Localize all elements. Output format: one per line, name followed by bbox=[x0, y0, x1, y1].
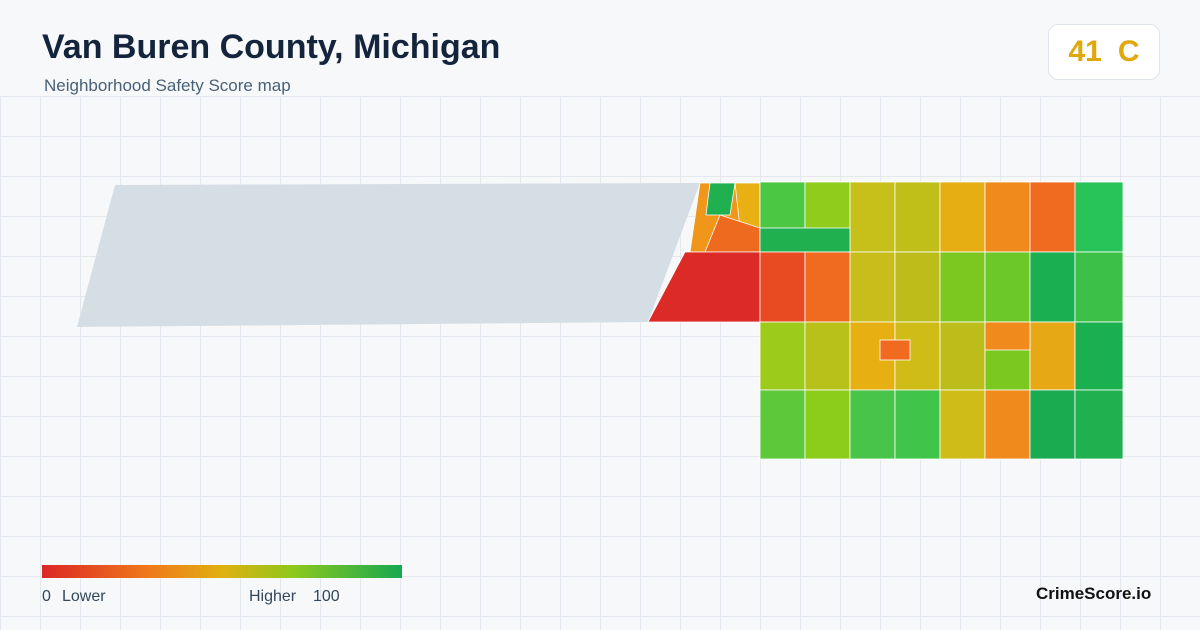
score-grade: C bbox=[1117, 35, 1140, 68]
legend-min: 0 bbox=[42, 588, 51, 605]
score-value: 41 bbox=[1068, 35, 1102, 68]
legend-max-label: Higher bbox=[249, 588, 297, 605]
regions bbox=[759, 181, 1124, 460]
score-badge: 41 C bbox=[1048, 24, 1160, 80]
legend-max: 100 bbox=[313, 588, 340, 605]
title: Van Buren County, Michigan bbox=[42, 28, 501, 66]
legend-gradient bbox=[42, 565, 402, 578]
header bbox=[0, 0, 1200, 96]
brand: CrimeScore.io bbox=[1036, 584, 1152, 603]
lake bbox=[77, 183, 700, 327]
legend-min-label: Lower bbox=[62, 588, 106, 605]
subtitle: Neighborhood Safety Score map bbox=[44, 76, 291, 95]
region bbox=[705, 182, 736, 216]
